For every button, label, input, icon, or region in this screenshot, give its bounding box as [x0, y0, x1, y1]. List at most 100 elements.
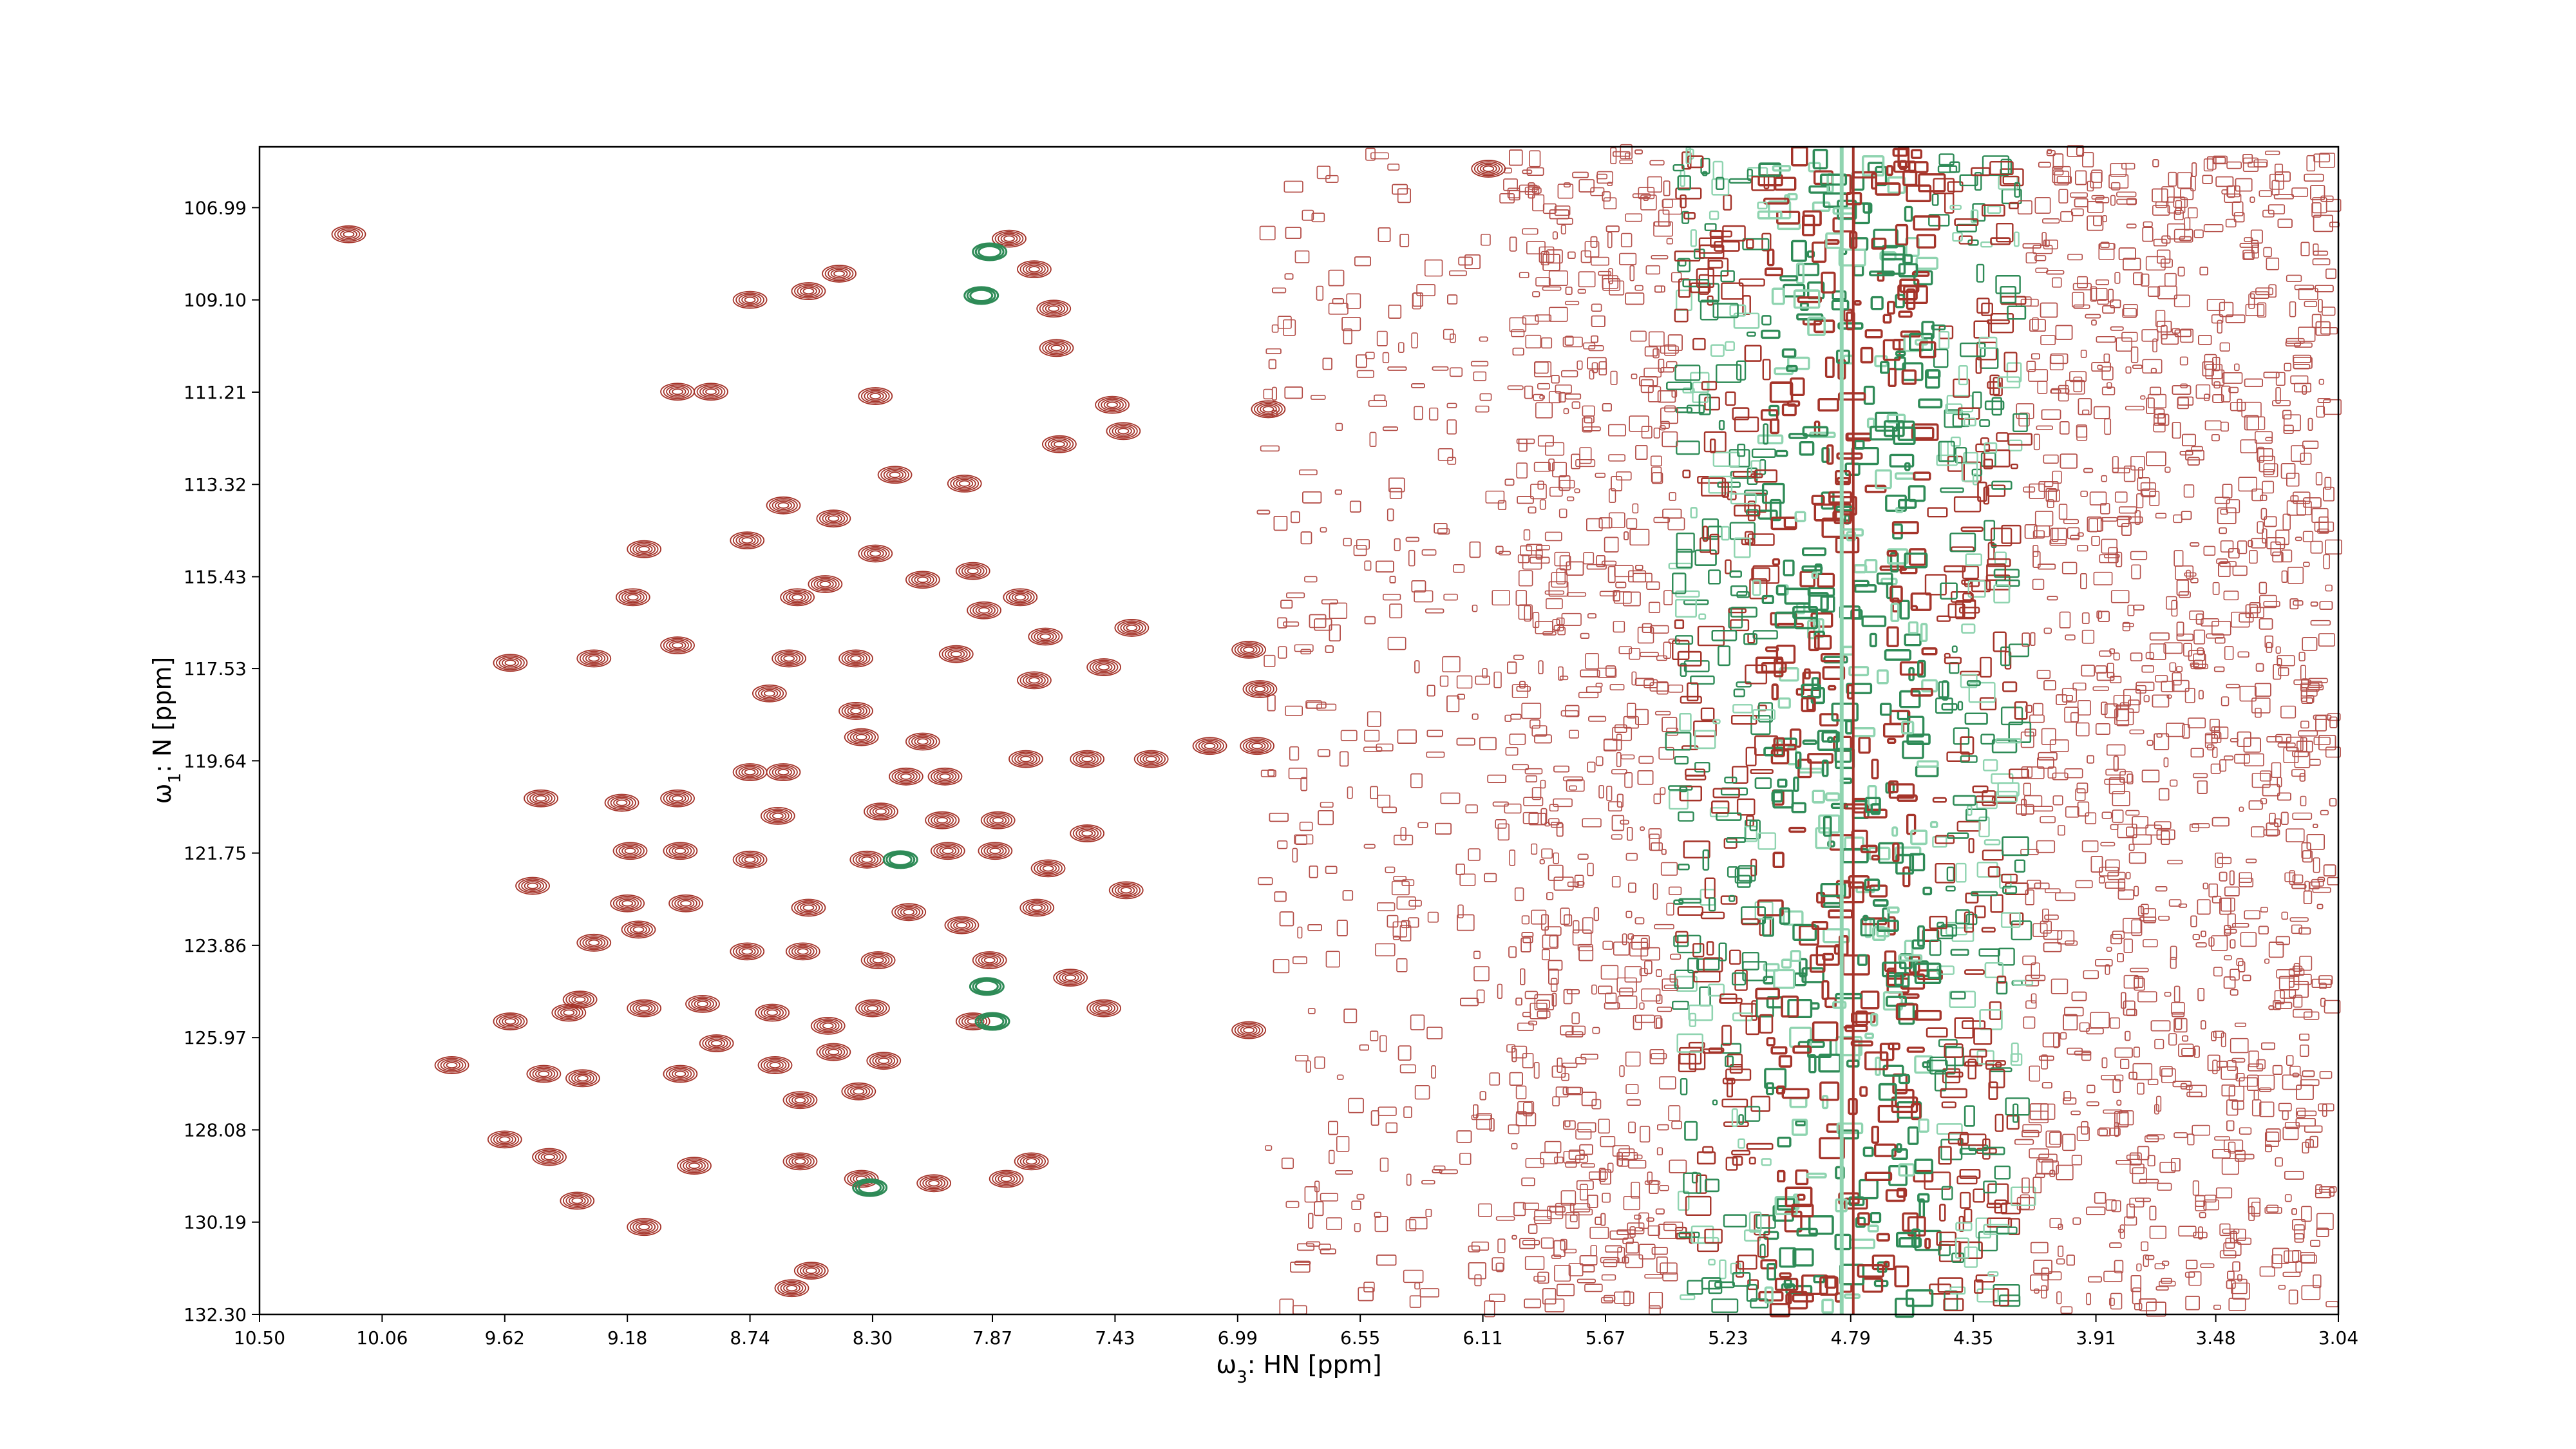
contour-level	[527, 882, 538, 889]
noise-contour	[1837, 392, 1866, 401]
contour-level	[772, 766, 795, 779]
noise-contour	[2110, 934, 2123, 945]
noise-contour	[2155, 201, 2168, 209]
noise-contour	[1449, 270, 1467, 276]
noise-contour	[2102, 305, 2115, 314]
noise-contour	[1892, 842, 1900, 862]
contour-level	[1003, 235, 1015, 242]
noise-contour	[2275, 734, 2292, 743]
noise-contour	[2054, 892, 2076, 902]
noise-contour	[1374, 394, 1386, 402]
noise-contour	[1926, 1027, 1948, 1038]
noise-contour	[1659, 1185, 1669, 1191]
noise-contour	[2105, 881, 2125, 889]
noise-contour	[1702, 849, 1710, 871]
noise-contour	[1933, 178, 1955, 194]
contour-level	[785, 942, 820, 961]
noise-contour	[1765, 646, 1779, 652]
noise-contour	[1795, 1120, 1806, 1126]
noise-contour	[1473, 951, 1481, 960]
noise-contour	[1788, 826, 1806, 833]
noise-contour	[1628, 1160, 1647, 1169]
noise-contour	[2146, 451, 2166, 466]
noise-contour	[1414, 660, 1420, 674]
noise-contour	[2063, 1014, 2078, 1031]
noise-contour	[1860, 346, 1873, 364]
noise-contour	[1598, 361, 1607, 375]
noise-contour	[1725, 391, 1736, 406]
peak	[955, 1012, 990, 1030]
contour-level	[524, 789, 558, 808]
noise-contour	[2060, 453, 2078, 469]
noise-contour	[1563, 408, 1569, 415]
noise-contour	[1258, 877, 1273, 886]
noise-contour	[1642, 623, 1653, 633]
noise-contour	[1772, 165, 1791, 172]
noise-contour	[2059, 611, 2071, 629]
noise-contour	[1387, 508, 1394, 522]
noise-contour	[2311, 978, 2332, 989]
noise-contour	[2226, 1120, 2235, 1132]
noise-contour	[2170, 956, 2177, 969]
noise-contour	[1581, 1092, 1597, 1106]
noise-contour	[1321, 599, 1338, 605]
noise-contour	[1885, 1189, 1906, 1202]
noise-contour	[1376, 330, 1388, 346]
noise-contour	[1544, 926, 1562, 936]
noise-contour	[1381, 806, 1397, 813]
noise-contour	[1353, 545, 1367, 556]
noise-contour	[2272, 551, 2284, 563]
noise-contour	[1528, 1224, 1538, 1234]
noise-contour	[2325, 746, 2341, 758]
peak	[1106, 422, 1141, 440]
noise-contour	[1572, 171, 1589, 178]
noise-contour	[2320, 998, 2326, 1007]
noise-contour	[1750, 715, 1771, 735]
noise-contour	[2293, 354, 2311, 363]
noise-contour	[1566, 592, 1587, 597]
noise-contour	[1990, 237, 2011, 245]
noise-contour	[2139, 916, 2157, 922]
noise-contour	[2255, 663, 2264, 672]
noise-contour	[1548, 960, 1563, 971]
noise-contour	[1817, 398, 1839, 412]
noise-contour	[2309, 1135, 2318, 1148]
contour-level	[618, 589, 648, 605]
noise-contour	[1692, 337, 1706, 350]
noise-contour	[2211, 817, 2230, 827]
noise-contour	[1277, 316, 1292, 329]
noise-contour	[2116, 198, 2137, 205]
peak	[576, 933, 612, 952]
contour-level	[1262, 406, 1274, 413]
noise-contour	[2212, 1059, 2218, 1075]
noise-contour	[2052, 277, 2062, 288]
noise-contour	[2228, 386, 2239, 393]
noise-contour	[2157, 285, 2177, 299]
noise-contour	[1982, 1146, 2005, 1155]
noise-contour	[1711, 1298, 1739, 1313]
noise-contour	[2304, 1125, 2323, 1133]
noise-contour	[1329, 624, 1341, 641]
noise-contour	[2309, 1135, 2318, 1148]
noise-contour	[2223, 976, 2236, 989]
contour-level	[563, 1009, 575, 1016]
contour-level	[443, 1060, 460, 1070]
noise-contour	[1976, 1288, 1999, 1303]
noise-contour	[1962, 565, 1979, 580]
noise-contour	[1584, 241, 1600, 258]
noise-contour	[1279, 911, 1294, 927]
contour-level	[710, 1039, 723, 1047]
noise-contour	[2174, 210, 2184, 220]
noise-contour	[2195, 942, 2207, 948]
noise-contour	[1746, 1142, 1774, 1150]
noise-contour	[1405, 536, 1419, 542]
noise-contour	[1627, 933, 1634, 940]
noise-contour	[1542, 286, 1562, 291]
noise-contour	[2032, 551, 2041, 568]
noise-contour	[2116, 1160, 2132, 1165]
noise-contour	[1902, 740, 1924, 759]
noise-contour	[1955, 862, 1967, 883]
contour-level	[705, 1037, 728, 1050]
contour-level	[663, 384, 692, 399]
noise-contour	[2109, 1242, 2122, 1249]
